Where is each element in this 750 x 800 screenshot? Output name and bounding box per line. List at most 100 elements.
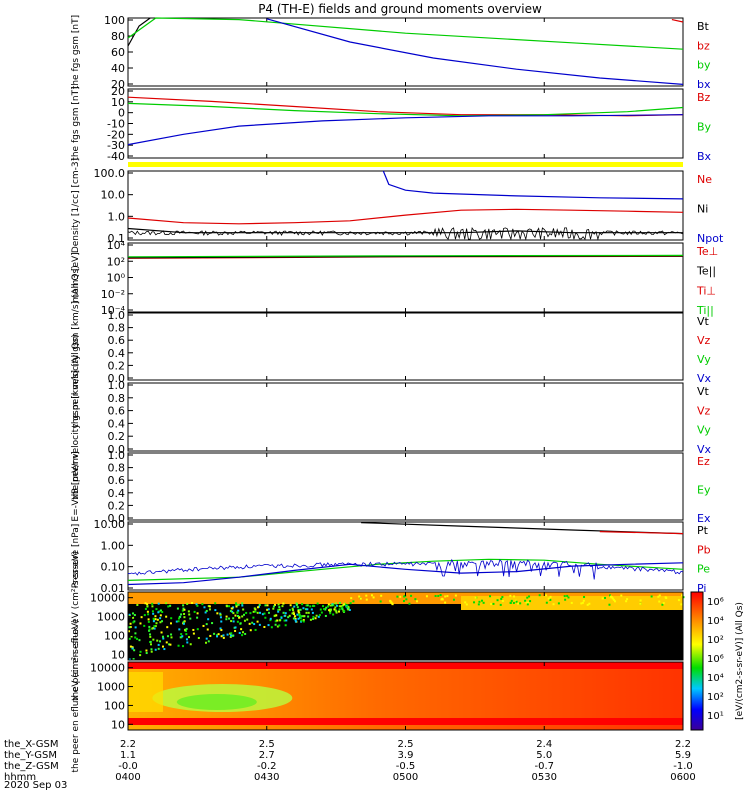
heatmap-cell — [169, 604, 172, 607]
orbit-value: -0.7 — [534, 761, 554, 772]
heatmap-cell — [243, 613, 246, 616]
heatmap-cell — [282, 611, 285, 614]
y-tick-label: 80 — [111, 30, 125, 43]
y-axis-label: the peir velocity gsm [km/s] (All Qs) — [71, 265, 81, 427]
heatmap-cell — [182, 622, 185, 625]
heatmap-cell — [189, 617, 192, 620]
heatmap-cell — [547, 597, 550, 600]
heatmap-cell — [146, 605, 149, 608]
heatmap-cell — [235, 605, 238, 608]
heatmap-cell — [261, 613, 264, 616]
heatmap-cell — [204, 611, 207, 614]
heatmap-cell — [241, 615, 244, 618]
heatmap-cell — [236, 620, 239, 623]
heatmap-cell — [515, 600, 518, 603]
heatmap-cell — [557, 602, 560, 605]
legend-label: Ey — [697, 484, 711, 497]
heatmap-cell — [293, 605, 296, 608]
y-tick-label: 0.6 — [108, 405, 126, 418]
y-tick-label: 60 — [111, 46, 125, 59]
heatmap-cell — [490, 603, 493, 606]
heatmap-cell — [492, 602, 495, 605]
heatmap-cell — [129, 645, 132, 648]
heatmap-cell — [464, 601, 467, 604]
heatmap-cell — [277, 603, 280, 606]
heatmap-cell — [519, 602, 522, 605]
heatmap-cell — [291, 612, 294, 615]
legend-label: Ti|| — [696, 304, 714, 317]
series-line-pb — [599, 531, 684, 535]
panel-7: 1.00.80.60.40.20.0 E=-VxB [mV/m] Ez Ey Ex — [71, 449, 711, 525]
heatmap-cell — [195, 603, 198, 606]
heatmap-cell — [307, 615, 310, 618]
heatmap-cell — [304, 608, 307, 611]
heatmap-cell — [478, 600, 481, 603]
legend-label: bx — [697, 78, 711, 91]
heatmap-cell — [228, 617, 231, 620]
heatmap-cell — [249, 612, 252, 615]
heatmap-cell — [302, 619, 305, 622]
legend-label: Vx — [697, 372, 712, 385]
heatmap-cell — [152, 612, 155, 615]
y-axis-label: the fgs gsm [nT] — [71, 86, 81, 160]
heatmap-cell — [253, 607, 256, 610]
y-tick-label: -20 — [107, 128, 125, 141]
y-tick-label: 0.1 — [108, 232, 126, 245]
heatmap-cell — [161, 620, 164, 623]
heatmap-cell — [320, 611, 323, 614]
heatmap-cell — [303, 615, 306, 618]
y-tick-label: 0.0 — [108, 372, 126, 385]
heatmap-cell — [231, 607, 234, 610]
heatmap-cell — [183, 620, 186, 623]
heatmap-cell — [132, 612, 135, 615]
legend-label: Vz — [697, 334, 711, 347]
heatmap-cell — [159, 640, 162, 643]
heatmap-cell — [232, 620, 235, 623]
heatmap-cell — [552, 603, 555, 606]
heatmap-cell — [184, 628, 187, 631]
series-line-ne — [127, 208, 684, 225]
heatmap-cell — [662, 602, 665, 605]
colorbar-strip — [690, 591, 704, 731]
heatmap-cell — [129, 622, 132, 625]
heatmap-cell — [196, 604, 199, 607]
series-line-bt — [127, 17, 151, 47]
legend-label: Vy — [697, 424, 711, 437]
heatmap-cell — [175, 620, 178, 623]
heatmap-cell — [197, 637, 200, 640]
y-tick-label: 0.8 — [108, 462, 126, 475]
heatmap-cell — [161, 635, 164, 638]
heatmap-cell — [207, 618, 210, 621]
heatmap-cell — [347, 608, 350, 611]
heatmap-band-low — [128, 718, 683, 725]
heatmap-cell — [204, 641, 207, 644]
y-tick-label: 10⁻² — [101, 288, 125, 301]
colorbar-tick-label: 10⁶ — [707, 654, 724, 665]
heatmap-cell — [681, 594, 684, 597]
heatmap-cell — [241, 602, 244, 605]
heatmap-cell — [231, 610, 234, 613]
heatmap-cell — [346, 604, 349, 607]
panel-frame — [127, 17, 684, 87]
heatmap-cell — [329, 604, 332, 607]
y-axis-label: mom3 [eV] — [71, 252, 81, 302]
heatmap-cell — [608, 594, 611, 597]
heatmap-cell — [131, 646, 134, 649]
heatmap-cell — [133, 649, 136, 652]
heatmap-cell — [300, 619, 303, 622]
heatmap-cell — [177, 617, 180, 620]
heatmap-cell — [329, 608, 332, 611]
panel-3: 100.0 10.0 1.0 0.1 Density [1/cc] [cm-3] Ne Ni… — [71, 158, 724, 253]
heatmap-cell — [264, 604, 267, 607]
heatmap-cell — [274, 620, 277, 623]
series-noise-trace — [127, 226, 684, 241]
heatmap-cell — [249, 629, 252, 632]
heatmap-cell — [181, 609, 184, 612]
y-tick-label: 10 — [111, 718, 125, 731]
y-tick-label: 1.0 — [108, 309, 126, 322]
heatmap-cell — [163, 648, 166, 651]
heatmap-cell — [570, 601, 573, 604]
y-axis-label: the peer en eflux eV (cm²-s-sr-eV) — [71, 619, 81, 772]
heatmap-cell — [343, 610, 346, 613]
heatmap-cell — [201, 603, 204, 606]
